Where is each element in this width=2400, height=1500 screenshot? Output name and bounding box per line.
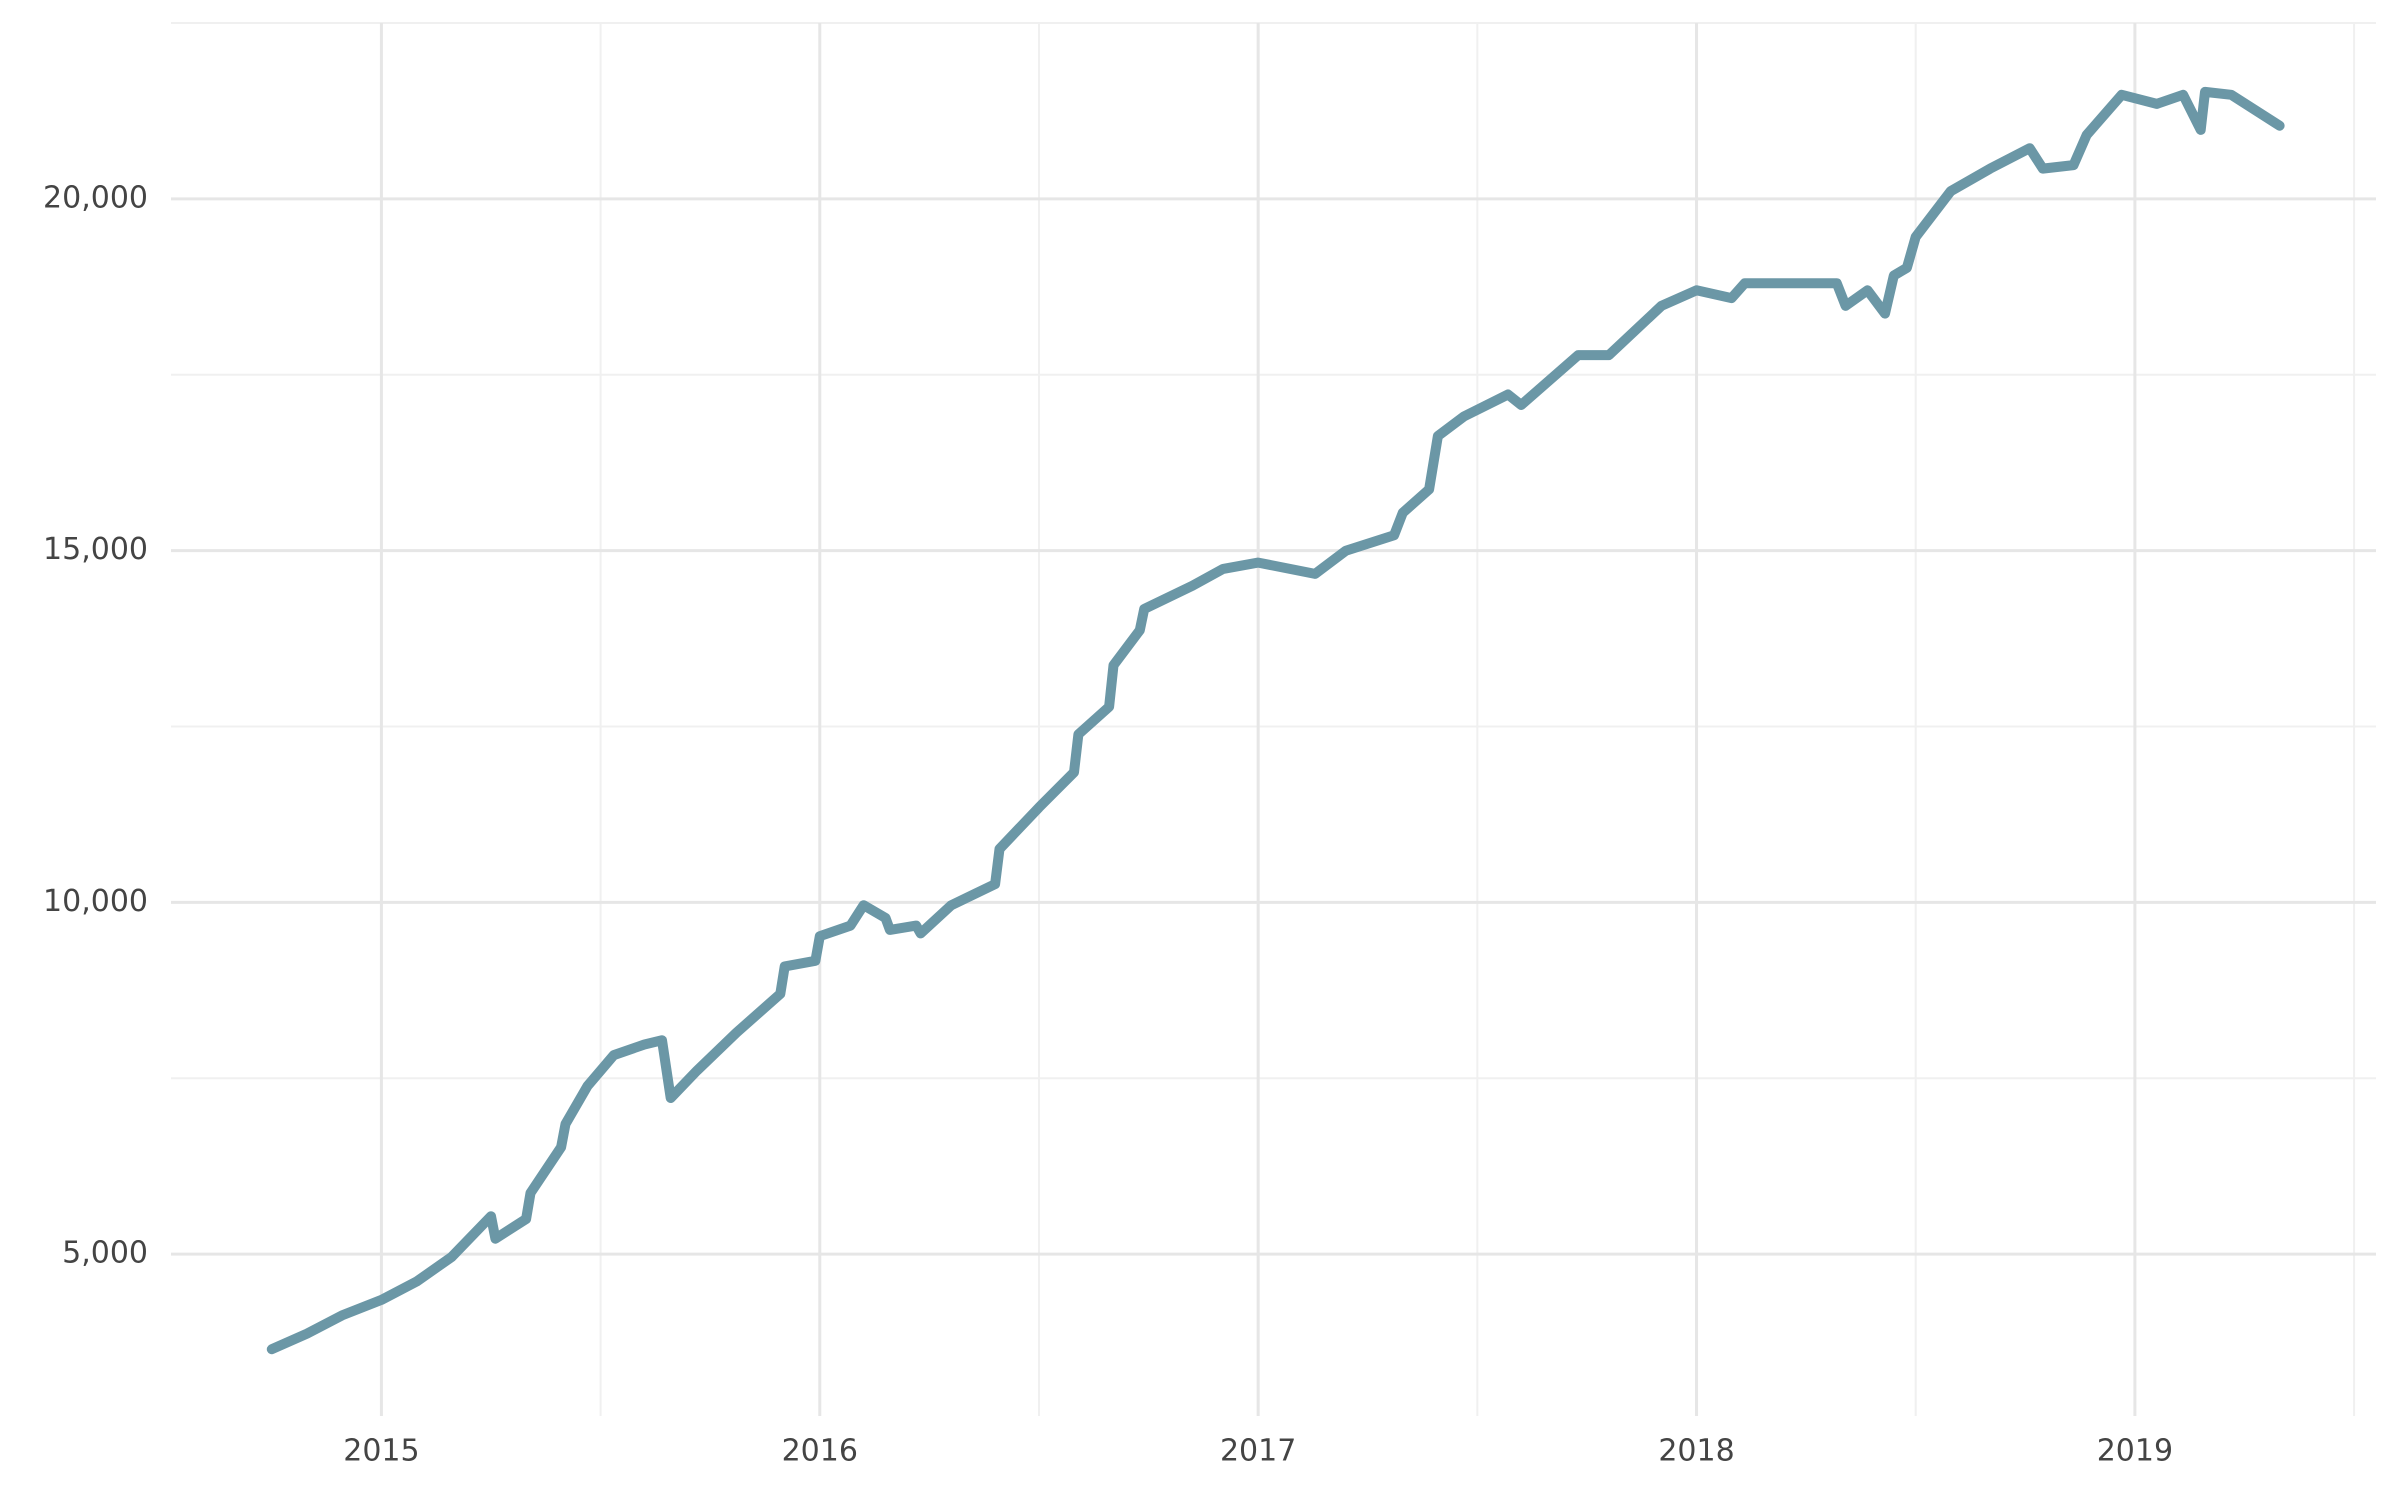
x-tick-label: 2016: [782, 1434, 858, 1469]
y-tick-label: 5,000: [62, 1236, 148, 1271]
y-tick-label: 15,000: [43, 532, 148, 567]
x-tick-label: 2015: [343, 1434, 419, 1469]
y-tick-label: 20,000: [43, 180, 148, 215]
data-line: [266, 86, 2285, 1355]
x-tick-label: 2019: [2097, 1434, 2173, 1469]
x-tick-label: 2017: [1220, 1434, 1296, 1469]
y-tick-label: 10,000: [43, 884, 148, 919]
x-tick-label: 2018: [1658, 1434, 1734, 1469]
